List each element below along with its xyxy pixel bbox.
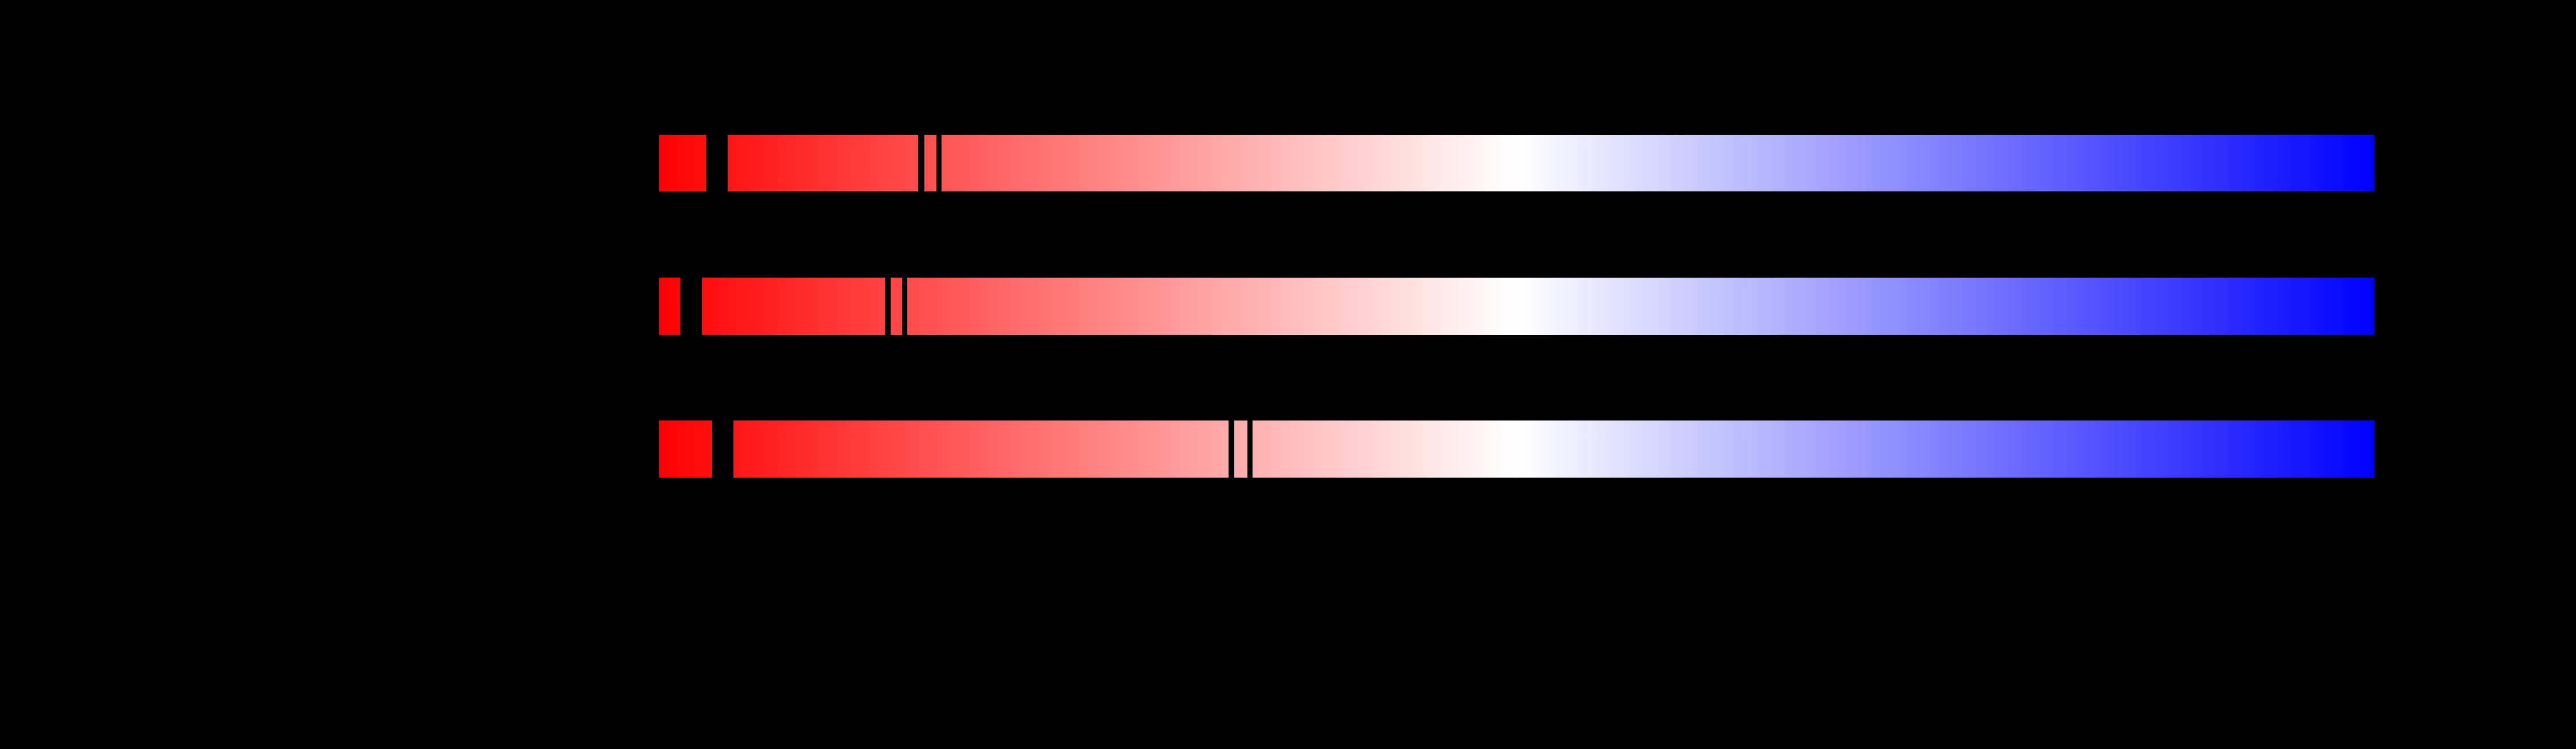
gradient-track-3	[659, 420, 2374, 478]
gradient-track-1	[659, 135, 2374, 191]
track-2-marker-tick-2	[902, 278, 908, 335]
gradient-track-2	[659, 278, 2374, 335]
track-3-marker-tick-2	[1247, 420, 1253, 478]
track-2-block-separator	[680, 278, 702, 335]
track-1-marker-tick-2	[936, 135, 942, 191]
track-1-block-separator	[705, 135, 728, 191]
track-3-block-separator	[712, 420, 733, 478]
track-1-marker-tick-1	[918, 135, 925, 191]
track-3-marker-tick-1	[1229, 420, 1234, 478]
track-2-marker-tick-1	[885, 278, 891, 335]
